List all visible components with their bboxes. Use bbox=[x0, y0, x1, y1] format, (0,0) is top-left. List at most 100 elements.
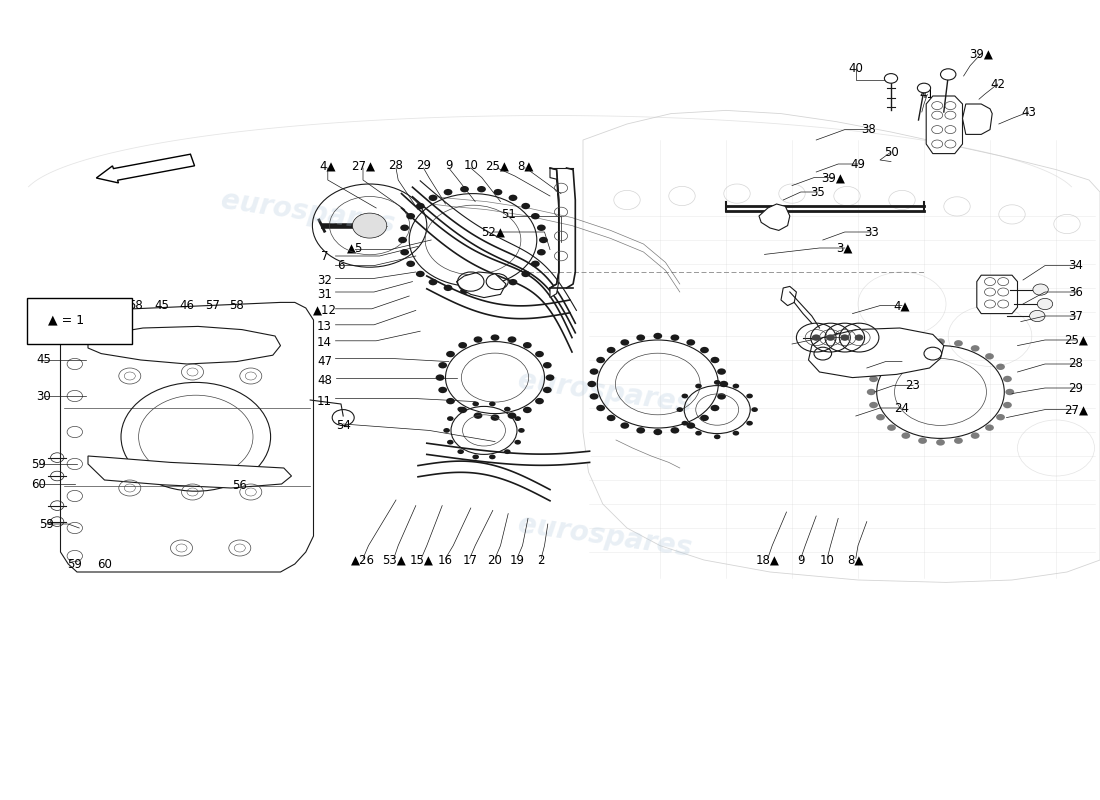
Circle shape bbox=[460, 288, 469, 294]
Circle shape bbox=[472, 402, 478, 406]
Text: eurospares: eurospares bbox=[219, 186, 397, 238]
Circle shape bbox=[522, 342, 531, 349]
Circle shape bbox=[970, 433, 980, 439]
Text: 27▲: 27▲ bbox=[351, 159, 375, 172]
Text: 21▲: 21▲ bbox=[833, 331, 857, 344]
Circle shape bbox=[458, 406, 464, 411]
Circle shape bbox=[902, 345, 911, 351]
Circle shape bbox=[474, 336, 483, 342]
Text: 34: 34 bbox=[1068, 259, 1084, 272]
Text: 46: 46 bbox=[179, 299, 195, 312]
Text: 22: 22 bbox=[894, 355, 910, 368]
Circle shape bbox=[459, 406, 468, 413]
Circle shape bbox=[686, 339, 695, 346]
Text: ▲ = 1: ▲ = 1 bbox=[48, 314, 84, 326]
Text: eurospares: eurospares bbox=[516, 510, 694, 562]
Circle shape bbox=[543, 362, 552, 369]
Text: 57: 57 bbox=[102, 299, 118, 312]
Polygon shape bbox=[88, 326, 280, 364]
Circle shape bbox=[546, 374, 554, 381]
Circle shape bbox=[746, 394, 752, 398]
Text: 25▲: 25▲ bbox=[1064, 334, 1088, 346]
Text: 6: 6 bbox=[338, 259, 344, 272]
Circle shape bbox=[936, 338, 945, 345]
Text: 9: 9 bbox=[798, 554, 804, 566]
Text: 10: 10 bbox=[820, 554, 835, 566]
Circle shape bbox=[596, 405, 605, 411]
Text: 14: 14 bbox=[317, 336, 332, 349]
Text: 27▲: 27▲ bbox=[1064, 403, 1088, 416]
Circle shape bbox=[671, 334, 680, 341]
Text: ▲5: ▲5 bbox=[348, 242, 363, 254]
Text: 46: 46 bbox=[36, 318, 52, 330]
Circle shape bbox=[714, 434, 720, 439]
Circle shape bbox=[474, 413, 483, 419]
Circle shape bbox=[539, 237, 548, 243]
Circle shape bbox=[518, 428, 525, 433]
Circle shape bbox=[954, 438, 962, 444]
Text: 15▲: 15▲ bbox=[409, 554, 433, 566]
Text: 13: 13 bbox=[317, 320, 332, 333]
Text: 19: 19 bbox=[509, 554, 525, 566]
Circle shape bbox=[607, 414, 616, 421]
Circle shape bbox=[714, 380, 720, 385]
Circle shape bbox=[746, 421, 752, 426]
Circle shape bbox=[997, 363, 1005, 370]
FancyArrow shape bbox=[97, 154, 195, 183]
Circle shape bbox=[352, 213, 387, 238]
Circle shape bbox=[717, 368, 726, 374]
Circle shape bbox=[940, 69, 956, 80]
Circle shape bbox=[671, 427, 680, 434]
Circle shape bbox=[491, 414, 499, 421]
Circle shape bbox=[494, 285, 503, 291]
Circle shape bbox=[477, 288, 486, 294]
Text: 39▲: 39▲ bbox=[969, 47, 993, 60]
Circle shape bbox=[751, 407, 758, 412]
Polygon shape bbox=[456, 272, 506, 298]
Text: 50: 50 bbox=[883, 146, 899, 158]
Circle shape bbox=[876, 363, 884, 370]
Text: 4▲: 4▲ bbox=[320, 159, 337, 172]
Circle shape bbox=[970, 345, 980, 351]
Text: eurospares: eurospares bbox=[516, 366, 694, 418]
Polygon shape bbox=[808, 328, 944, 378]
Text: 8▲: 8▲ bbox=[518, 159, 534, 172]
Text: 29: 29 bbox=[416, 159, 431, 172]
Circle shape bbox=[1033, 284, 1048, 295]
Circle shape bbox=[443, 189, 452, 195]
Circle shape bbox=[869, 376, 878, 382]
Text: 11: 11 bbox=[317, 395, 332, 408]
Circle shape bbox=[719, 381, 728, 387]
Circle shape bbox=[917, 83, 931, 93]
Circle shape bbox=[472, 454, 478, 459]
Circle shape bbox=[607, 347, 616, 354]
Circle shape bbox=[400, 249, 409, 255]
Text: 60: 60 bbox=[31, 478, 46, 490]
Text: 43: 43 bbox=[1021, 106, 1036, 118]
Text: 35: 35 bbox=[810, 186, 825, 198]
Circle shape bbox=[1003, 376, 1012, 382]
Circle shape bbox=[508, 279, 517, 286]
Text: 8▲: 8▲ bbox=[848, 554, 864, 566]
Text: 9: 9 bbox=[446, 159, 452, 172]
Circle shape bbox=[936, 439, 945, 446]
Text: 28: 28 bbox=[388, 159, 404, 172]
Circle shape bbox=[620, 422, 629, 429]
Circle shape bbox=[653, 429, 662, 435]
Text: 54: 54 bbox=[336, 419, 351, 432]
Circle shape bbox=[515, 416, 521, 421]
Text: 52▲: 52▲ bbox=[481, 226, 505, 238]
Circle shape bbox=[477, 186, 486, 192]
Circle shape bbox=[676, 407, 683, 412]
Circle shape bbox=[494, 189, 503, 195]
Circle shape bbox=[537, 249, 546, 255]
Circle shape bbox=[826, 334, 835, 341]
Text: 37: 37 bbox=[1068, 310, 1084, 322]
Circle shape bbox=[537, 225, 546, 231]
Circle shape bbox=[429, 194, 438, 201]
Circle shape bbox=[436, 374, 444, 381]
Circle shape bbox=[504, 406, 510, 411]
Circle shape bbox=[733, 384, 739, 389]
Text: 16: 16 bbox=[438, 554, 453, 566]
Circle shape bbox=[695, 430, 702, 435]
